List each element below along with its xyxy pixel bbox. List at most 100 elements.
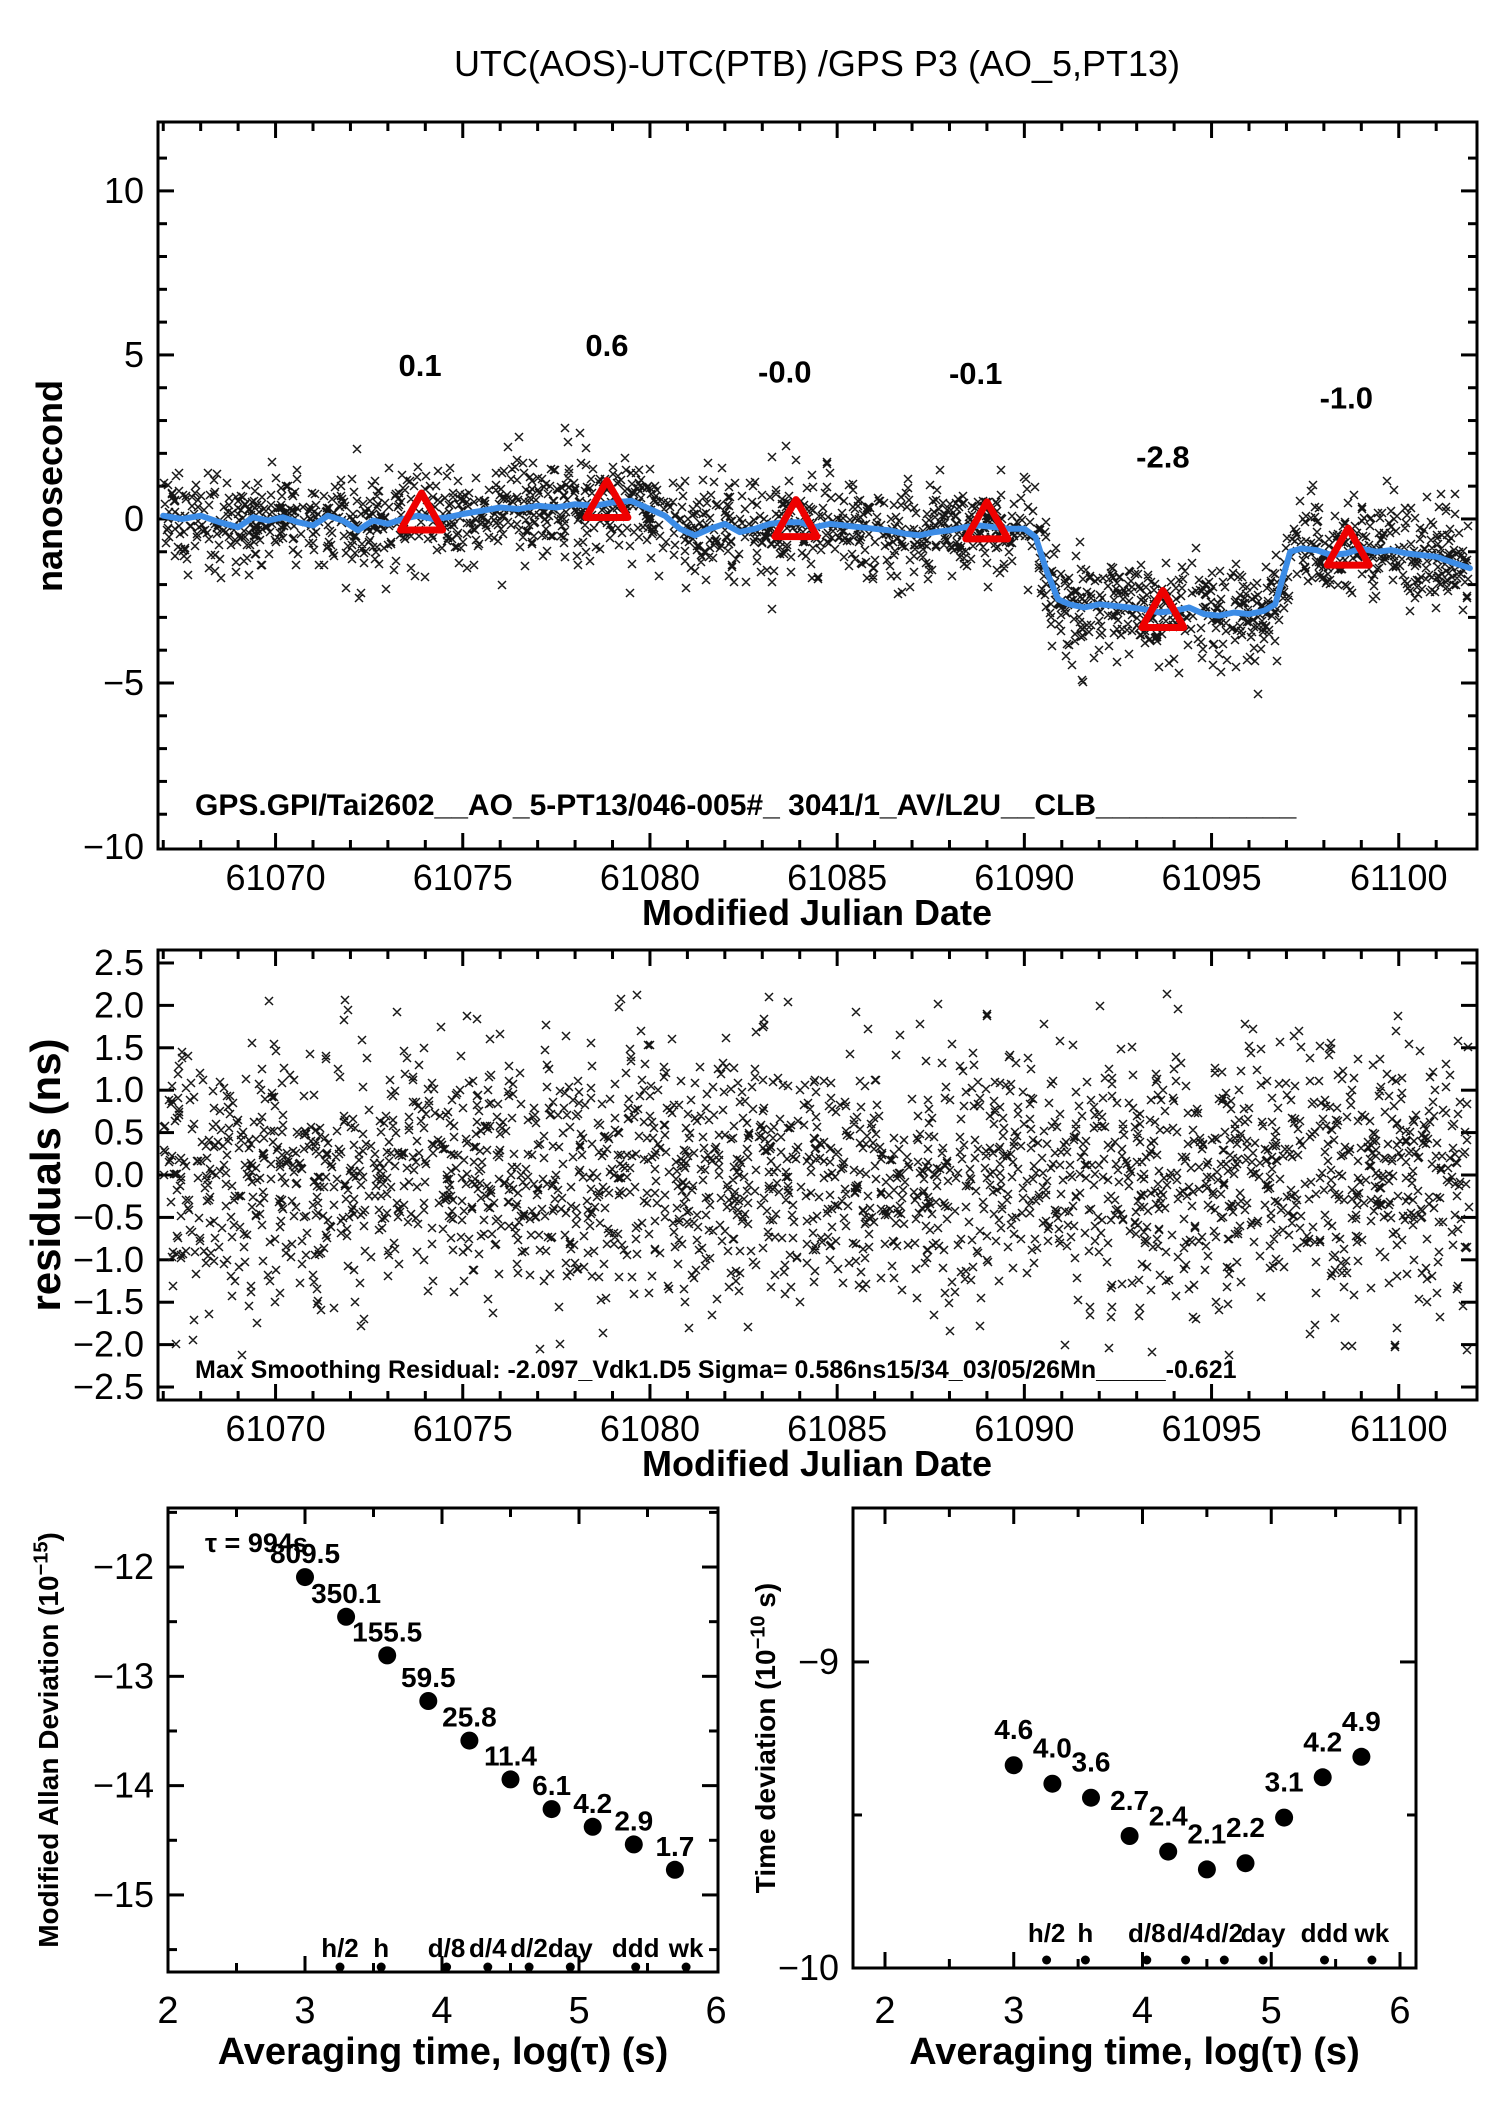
x-tick-label: 61100: [1350, 857, 1447, 898]
utc-difference-chart: 0.1 0.6 -0.0 -0.1 -2.8 -1.0 GPS.GPI/Tai2602__A…: [29, 120, 1479, 933]
time-mark-label: d/8: [428, 1933, 466, 1963]
x-axis-label: Averaging time, log(τ) (s): [909, 2031, 1359, 2073]
residuals-chart: Max Smoothing Residual: -2.097_Vdk1.D5 S…: [22, 942, 1479, 1484]
y-tick-label: −10: [778, 1947, 839, 1988]
tdev-chart-point: [1082, 1788, 1100, 1807]
tdev-chart-point: [1236, 1854, 1255, 1873]
mdev-chart-point: [337, 1607, 356, 1626]
tdev-chart-value-label: 4.0: [1033, 1733, 1072, 1764]
x-tick-label: 61090: [974, 1408, 1074, 1449]
y-tick-label: 1.5: [94, 1027, 144, 1068]
mdev-chart-point: [460, 1731, 479, 1750]
x-tick-label: 61090: [974, 857, 1074, 898]
time-mark-label: h: [1077, 1918, 1093, 1948]
x-tick-label: 6: [705, 1990, 726, 2032]
tdev-chart: 4.64.0 3.6 2.72.42.1 2.23.1 4.24.9 h/2 h d/8 d/4…: [747, 1506, 1418, 2073]
x-tick-label: 2: [157, 1990, 178, 2032]
time-mark-dot: [1258, 1955, 1268, 1965]
mdev-chart-value-label: 155.5: [352, 1616, 422, 1647]
time-mark-dot: [1142, 1955, 1152, 1965]
calibration-marker: [771, 496, 821, 541]
y-tick-label: −2.0: [73, 1324, 144, 1365]
time-mark-dot: [565, 1962, 575, 1972]
x-tick-label: 61100: [1350, 1408, 1447, 1449]
x-tick-label: 5: [1261, 1990, 1282, 2032]
y-tick-label: 2.0: [94, 984, 144, 1025]
plot-border: [156, 948, 1479, 1402]
mdev-chart-value-label: 350.1: [311, 1578, 381, 1609]
mdev-chart-point: [583, 1817, 602, 1836]
y-tick-label: −1.0: [73, 1239, 144, 1280]
mdev-chart-value-label: 4.2: [573, 1788, 612, 1819]
y-tick-label: −14: [93, 1765, 154, 1806]
x-tick-label: 4: [1132, 1990, 1153, 2032]
tdev-chart-value-label: 4.9: [1342, 1706, 1381, 1737]
tdev-chart-point: [1352, 1747, 1371, 1766]
x-tick-label: 61080: [600, 857, 700, 898]
x-tick-label: 61085: [787, 1408, 887, 1449]
tdev-chart-value-label: 2.2: [1226, 1812, 1265, 1843]
time-mark-dot: [631, 1962, 641, 1972]
calibration-marker: [1138, 586, 1188, 631]
y-tick-label: −15: [93, 1874, 154, 1915]
x-tick-label: 2: [874, 1990, 895, 2032]
mdev-chart-point: [542, 1800, 561, 1819]
time-mark-label: ddd: [612, 1933, 660, 1963]
y-tick-label: 1.0: [94, 1069, 144, 1110]
mdev-chart-value-label: 1.7: [655, 1831, 694, 1862]
calibration-marker: [397, 489, 447, 534]
time-mark-label: d/2: [1206, 1918, 1244, 1948]
x-tick-label: 5: [568, 1990, 589, 2032]
time-mark-label: day: [1241, 1918, 1286, 1948]
marker-value-label: -1.0: [1320, 381, 1373, 416]
time-mark-dot: [335, 1962, 345, 1972]
calibration-marker: [1323, 524, 1373, 569]
marker-value-label: 0.6: [585, 328, 628, 363]
page-title: UTC(AOS)-UTC(PTB) /GPS P3 (AO_5,PT13): [454, 43, 1180, 84]
x-tick-label: 61070: [226, 1408, 326, 1449]
y-tick-label: 0: [124, 498, 144, 539]
y-axis-label: residuals (ns): [22, 1038, 69, 1311]
tdev-chart-point: [1313, 1768, 1332, 1787]
scatter-points: [159, 423, 1473, 699]
mdev-chart-point: [624, 1835, 643, 1854]
mdev-chart-value-label: 809.5: [270, 1538, 340, 1569]
y-axis-label: Modified Allan Deviation (10−15): [30, 1532, 64, 1948]
mdev-chart-value-label: 2.9: [614, 1805, 653, 1836]
mdev-chart-point: [501, 1770, 520, 1789]
time-mark-dot: [483, 1962, 493, 1972]
y-tick-label: −5: [103, 662, 144, 703]
y-tick-label: 2.5: [94, 942, 144, 983]
x-tick-label: 6: [1389, 1990, 1410, 2032]
time-mark-label: h/2: [321, 1933, 359, 1963]
time-mark-label: wk: [1354, 1918, 1390, 1948]
tdev-chart-point: [1004, 1756, 1023, 1775]
y-tick-label: −1.5: [73, 1281, 144, 1322]
time-mark-label: d/8: [1128, 1918, 1166, 1948]
tdev-chart-value-label: 2.1: [1187, 1818, 1226, 1849]
tdev-chart-point: [1043, 1774, 1062, 1793]
x-tick-label: 61070: [226, 857, 326, 898]
mdev-chart-value-label: 59.5: [401, 1662, 456, 1693]
x-tick-label: 3: [1003, 1990, 1024, 2032]
time-mark-dot: [681, 1962, 691, 1972]
x-tick-label: 61080: [600, 1408, 700, 1449]
x-tick-label: 3: [294, 1990, 315, 2032]
y-tick-label: −9: [798, 1641, 839, 1682]
y-axis-label: nanosecond: [29, 380, 70, 592]
y-tick-label: −0.5: [73, 1196, 144, 1237]
x-axis-label: Modified Julian Date: [642, 1443, 992, 1484]
dataset-annotation: GPS.GPI/Tai2602__AO_5-PT13/046-005#_ 304…: [195, 789, 1297, 822]
time-mark-label: d/4: [469, 1933, 507, 1963]
y-tick-label: 5: [124, 334, 144, 375]
mdev-chart-point: [419, 1692, 438, 1710]
time-mark-dot: [376, 1962, 386, 1972]
time-mark-dot: [1080, 1955, 1090, 1965]
time-mark-label: day: [548, 1933, 593, 1963]
time-mark-label: d/2: [510, 1933, 548, 1963]
y-tick-label: −10: [83, 826, 144, 867]
y-tick-label: 0.0: [94, 1154, 144, 1195]
mdev-chart-value-label: 11.4: [484, 1740, 537, 1771]
calibration-marker: [582, 477, 632, 522]
